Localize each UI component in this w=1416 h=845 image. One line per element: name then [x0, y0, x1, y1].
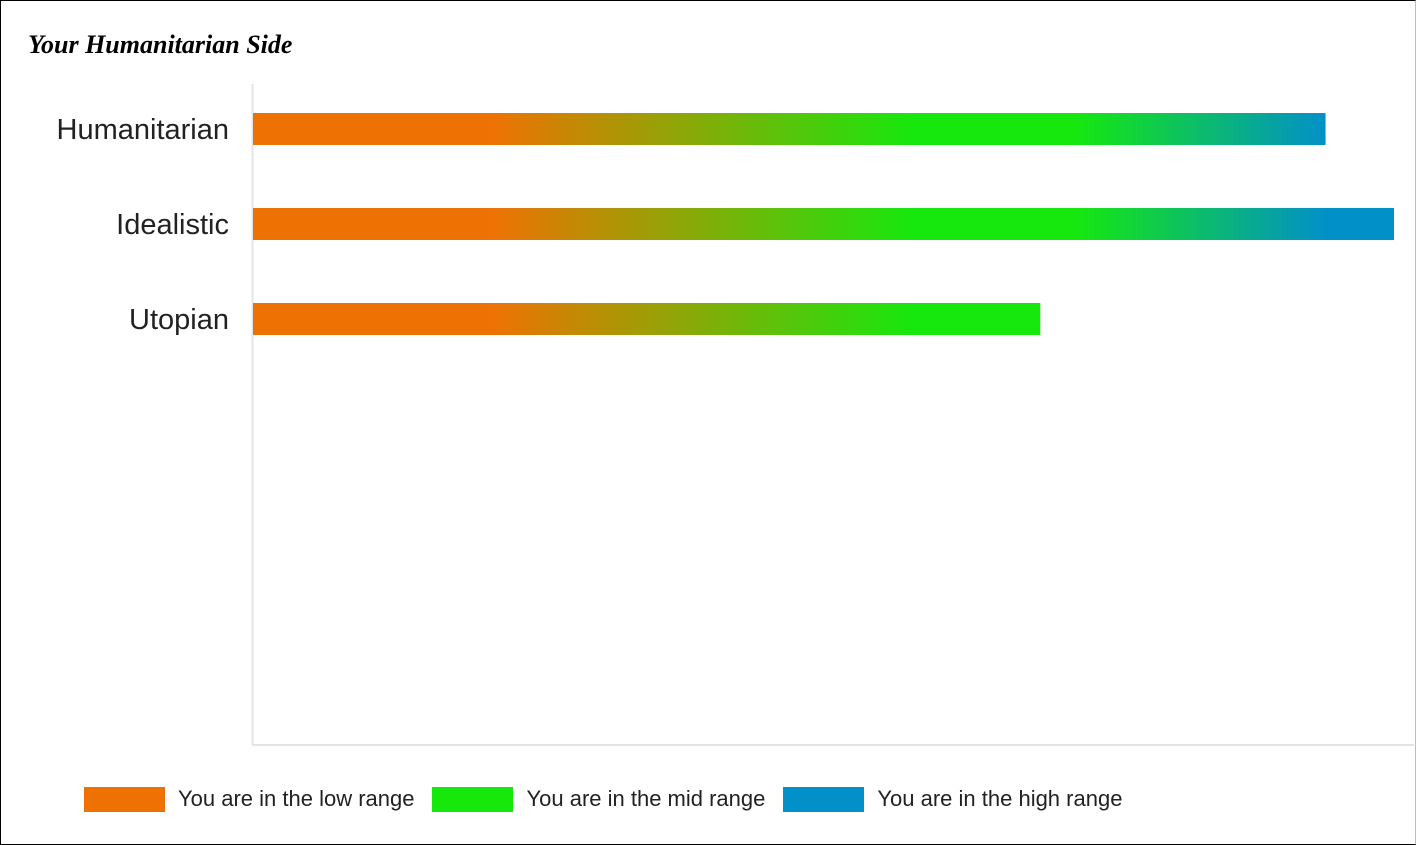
category-label-idealistic: Idealistic [116, 209, 229, 241]
category-label-utopian: Utopian [129, 304, 229, 336]
legend-item-low: You are in the low range [84, 786, 414, 812]
chart-legend: You are in the low range You are in the … [84, 786, 1140, 812]
page-title: Your Humanitarian Side [28, 30, 293, 59]
bar-humanitarian [253, 113, 1326, 145]
legend-swatch-low [84, 786, 165, 812]
legend-swatch-mid [432, 786, 514, 812]
category-label-humanitarian: Humanitarian [57, 114, 229, 146]
bar-idealistic [253, 208, 1394, 240]
bar-utopian [253, 303, 1041, 335]
legend-label-high: You are in the high range [877, 786, 1123, 811]
legend-item-high: You are in the high range [783, 786, 1122, 812]
legend-swatch-high [783, 786, 865, 812]
legend-label-mid: You are in the mid range [526, 786, 766, 811]
legend-label-low: You are in the low range [178, 786, 415, 811]
legend-item-mid: You are in the mid range [432, 786, 765, 812]
